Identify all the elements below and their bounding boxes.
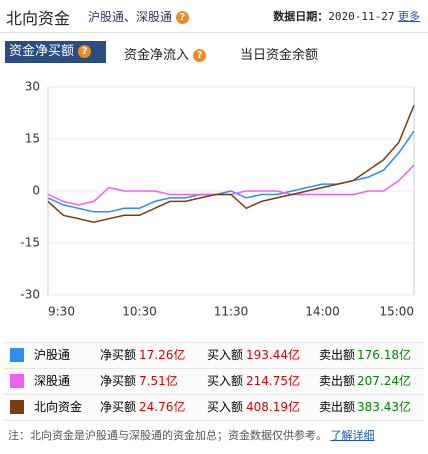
table-row: 北向资金 净买额 24.76亿 买入额 408.19亿 卖出额 383.43亿 bbox=[4, 394, 424, 421]
date-label: 数据日期： bbox=[273, 10, 329, 23]
series-name: 沪股通 bbox=[34, 348, 71, 362]
title: 北向资金 bbox=[6, 9, 71, 28]
net-label: 净买额 bbox=[100, 400, 137, 414]
note-text: 注：北向资金是沪股通与深股通的资金加总；资金数据仅供参考。 bbox=[8, 429, 327, 442]
legend-swatch bbox=[10, 400, 24, 414]
sell-label: 卖出额 bbox=[319, 348, 356, 362]
y-tick-label: 30 bbox=[25, 80, 40, 94]
table-row: 沪股通 净买额 17.26亿 买入额 193.44亿 卖出额 176.18亿 bbox=[4, 342, 424, 368]
x-tick-label: 9:30 bbox=[48, 305, 75, 319]
buy-value: 408.19亿 bbox=[246, 400, 300, 414]
buy-value: 214.75亿 bbox=[246, 374, 300, 388]
sell-label: 卖出额 bbox=[319, 400, 356, 414]
net-label: 净买额 bbox=[100, 374, 137, 388]
y-tick-label: 0 bbox=[32, 184, 40, 198]
series-line bbox=[47, 164, 415, 206]
y-tick-label: -30 bbox=[20, 288, 40, 302]
x-tick-label: 11:30 bbox=[214, 305, 249, 319]
tab-label: 资金净买额 bbox=[9, 44, 75, 59]
help-icon[interactable]: ? bbox=[78, 45, 92, 58]
note: 注：北向资金是沪股通与深股通的资金加总；资金数据仅供参考。 了解详细 bbox=[8, 427, 375, 443]
sell-value: 383.43亿 bbox=[357, 400, 411, 414]
help-icon[interactable]: ? bbox=[175, 11, 189, 24]
sell-value: 176.18亿 bbox=[357, 348, 411, 362]
series-line bbox=[47, 104, 415, 223]
y-tick-label: 15 bbox=[25, 132, 40, 146]
table-row: 深股通 净买额 7.51亿 买入额 214.75亿 卖出额 207.24亿 bbox=[4, 368, 424, 394]
sell-value: 207.24亿 bbox=[357, 374, 411, 388]
help-icon[interactable]: ? bbox=[193, 49, 207, 62]
buy-label: 买入额 bbox=[207, 374, 244, 388]
buy-label: 买入额 bbox=[207, 348, 244, 362]
sell-label: 卖出额 bbox=[319, 374, 356, 388]
buy-label: 买入额 bbox=[207, 400, 244, 414]
net-value: 7.51亿 bbox=[139, 374, 178, 388]
net-value: 24.76亿 bbox=[139, 400, 186, 414]
tab-active[interactable]: 资金净买额 ? bbox=[5, 41, 106, 63]
tab-label: 资金净流入 bbox=[124, 48, 190, 63]
date-value: 2020-11-27 bbox=[328, 10, 395, 23]
tab[interactable]: 当日资金余额 bbox=[240, 48, 319, 63]
x-tick-label: 15:00 bbox=[379, 305, 414, 319]
y-tick-label: -15 bbox=[20, 236, 40, 250]
net-label: 净买额 bbox=[100, 348, 137, 362]
divider bbox=[0, 32, 428, 33]
series-name: 北向资金 bbox=[34, 400, 83, 414]
tab[interactable]: 资金净流入 ? bbox=[124, 44, 207, 63]
more-link[interactable]: 更多 bbox=[398, 10, 420, 23]
date: 数据日期：2020-11-27 更多 bbox=[273, 8, 420, 24]
subtitle: 沪股通、深股通 ? bbox=[88, 8, 189, 25]
chart: 30 15 0 -15 -30 9:30 10:30 11:30 14:00 15:00 bbox=[20, 80, 415, 319]
series-line bbox=[47, 130, 415, 213]
legend-swatch bbox=[10, 374, 24, 388]
subtitle-text: 沪股通、深股通 bbox=[88, 10, 173, 24]
detail-link[interactable]: 了解详细 bbox=[330, 429, 375, 442]
series-name: 深股通 bbox=[34, 374, 71, 388]
legend-swatch bbox=[10, 348, 24, 362]
net-value: 17.26亿 bbox=[139, 348, 186, 362]
x-tick-label: 14:00 bbox=[305, 305, 340, 319]
x-tick-label: 10:30 bbox=[122, 305, 157, 319]
buy-value: 193.44亿 bbox=[246, 348, 300, 362]
